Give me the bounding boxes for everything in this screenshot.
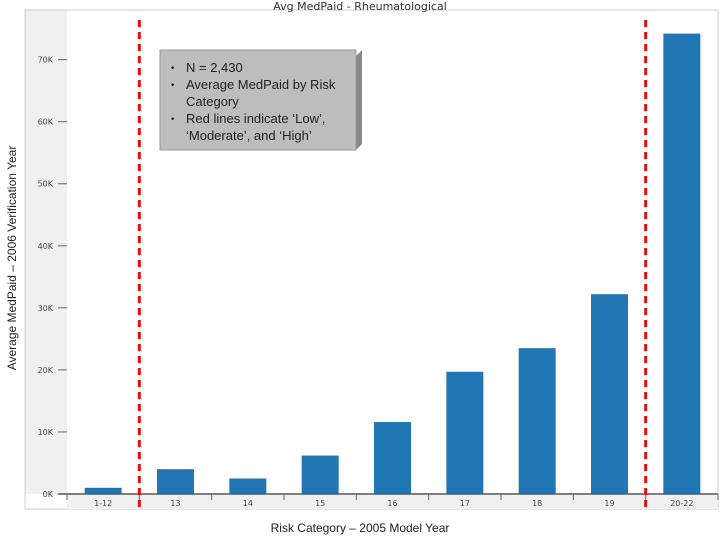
- y-tick-label: 60K: [38, 118, 54, 127]
- y-tick-label: 50K: [38, 180, 54, 189]
- x-tick-label: 17: [460, 499, 470, 508]
- y-tick-label: 40K: [38, 242, 54, 251]
- annotation-line-average: Average MedPaid by Risk Category: [186, 77, 339, 109]
- threshold-lines: [137, 20, 648, 512]
- annotation-background: [159, 49, 357, 151]
- y-tick-label: 10K: [38, 428, 54, 437]
- annotation-bullet: •: [170, 64, 175, 74]
- y-axis-label: Average MedPaid – 2006 Verification Year: [5, 146, 19, 371]
- bar-1-12: [84, 487, 122, 494]
- bar-19: [591, 294, 628, 494]
- bar-18: [518, 348, 556, 494]
- bar-13: [157, 469, 194, 494]
- x-axis: 1-12 13 14 15 16 17 18 19 20-22: [58, 493, 719, 509]
- x-tick-label: 1-12: [94, 499, 112, 508]
- bar-16: [374, 422, 411, 494]
- x-axis-label: Risk Category – 2005 Model Year: [271, 521, 450, 535]
- bars: [84, 33, 701, 494]
- x-tick-label: 13: [170, 499, 180, 508]
- x-tick-label: 15: [315, 499, 325, 508]
- annotation-line-redlines: Red lines indicate ‘Low’, ‘Moderate’, an…: [186, 111, 329, 143]
- annotation-line-redlines-1: Red lines indicate ‘Low’,: [186, 111, 325, 126]
- bar-20-22: [663, 33, 701, 494]
- x-tick-label: 14: [243, 499, 253, 508]
- x-tick-label: 20-22: [670, 499, 693, 508]
- annotation-bullet: •: [170, 81, 175, 91]
- y-tick-label: 20K: [38, 366, 54, 375]
- annotation-line-n: N = 2,430: [186, 60, 243, 75]
- x-tick-label: 19: [604, 499, 614, 508]
- annotation-line-redlines-2: ‘Moderate’, and ‘High’: [186, 128, 312, 143]
- y-tick-label: 30K: [38, 304, 54, 313]
- x-tick-label: 16: [387, 499, 397, 508]
- chart-title: Avg MedPaid - Rheumatological: [273, 0, 447, 13]
- y-axis: 0K 10K 20K 30K 40K 50K 60K 70K: [38, 56, 67, 499]
- annotation-bullet: •: [170, 115, 175, 125]
- annotation-line-average-1: Average MedPaid by Risk: [186, 77, 336, 92]
- annotation-line-average-2: Category: [186, 94, 239, 109]
- y-axis-band: [25, 10, 67, 494]
- x-tick-label: 18: [532, 499, 542, 508]
- y-tick-label: 70K: [38, 56, 54, 65]
- bar-17: [446, 371, 484, 494]
- y-tick-label: 0K: [43, 490, 54, 499]
- bar-15: [301, 455, 339, 494]
- x-axis-band: [67, 495, 718, 509]
- bar-14: [229, 478, 267, 494]
- annotation-box: • N = 2,430 • Average MedPaid by Risk Ca…: [159, 49, 362, 151]
